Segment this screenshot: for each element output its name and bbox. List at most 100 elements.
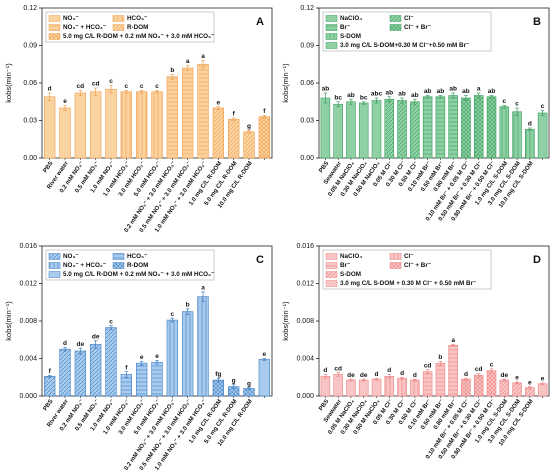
error-bar bbox=[78, 347, 83, 355]
bar bbox=[525, 128, 535, 159]
significance-letter: e bbox=[541, 376, 545, 383]
significance-letter: e bbox=[263, 351, 267, 358]
significance-letter: c bbox=[109, 78, 113, 85]
error-bar bbox=[109, 325, 113, 330]
significance-letter: cd bbox=[92, 81, 100, 88]
significance-letter: ab bbox=[437, 88, 445, 95]
bar bbox=[384, 98, 395, 159]
bar bbox=[346, 101, 356, 159]
significance-letter: d bbox=[400, 370, 404, 377]
bar bbox=[166, 319, 178, 397]
bar bbox=[358, 379, 369, 397]
error-bar bbox=[124, 90, 129, 94]
error-bar bbox=[185, 308, 190, 315]
significance-letter: c bbox=[490, 362, 494, 369]
legend-label: Br⁻ bbox=[340, 262, 350, 269]
bar bbox=[422, 371, 433, 397]
significance-letter: f bbox=[263, 108, 266, 115]
bar bbox=[136, 91, 148, 159]
bar bbox=[105, 88, 117, 159]
bar bbox=[371, 378, 382, 397]
y-tick-label: 0.016 bbox=[296, 243, 314, 250]
legend-label: HCO₃⁻ bbox=[127, 15, 147, 22]
error-bar bbox=[216, 106, 221, 110]
significance-letter: ab bbox=[449, 86, 457, 93]
bar bbox=[486, 96, 497, 159]
error-bar bbox=[155, 360, 159, 365]
legend-swatch bbox=[112, 15, 125, 22]
error-bar bbox=[201, 60, 205, 69]
y-tick-label: 0.008 bbox=[296, 318, 314, 325]
legend-label: Cl⁻ + Br⁻ bbox=[404, 262, 431, 269]
significance-letter: bc bbox=[334, 94, 342, 101]
legend-swatch bbox=[325, 253, 338, 260]
y-tick-label: 0.09 bbox=[23, 42, 37, 49]
legend-swatch bbox=[325, 280, 338, 287]
significance-letter: f bbox=[233, 111, 236, 118]
legend-label: NaClO₄ bbox=[340, 253, 362, 260]
significance-letter: ab bbox=[424, 88, 432, 95]
error-bar bbox=[231, 117, 236, 121]
error-bar bbox=[155, 90, 159, 94]
bar bbox=[166, 76, 178, 159]
bar bbox=[182, 67, 194, 159]
significance-letter: c bbox=[125, 83, 129, 90]
panel-label: D bbox=[533, 254, 541, 266]
legend-box bbox=[322, 11, 492, 52]
significance-letter: de bbox=[92, 333, 100, 340]
error-bar bbox=[323, 374, 328, 379]
error-bar bbox=[374, 97, 379, 104]
y-tick-label: 0.00 bbox=[23, 155, 37, 162]
y-tick-label: 0.06 bbox=[300, 80, 314, 87]
error-bar bbox=[515, 381, 519, 385]
significance-letter: abc bbox=[371, 91, 383, 98]
error-bar bbox=[438, 95, 443, 99]
significance-letter: fg bbox=[215, 371, 221, 378]
bar bbox=[448, 345, 458, 397]
error-bar bbox=[323, 92, 328, 104]
bar bbox=[59, 107, 71, 159]
y-axis-label: kobs(min⁻¹) bbox=[4, 63, 13, 103]
bar bbox=[258, 116, 271, 159]
significance-letter: ab bbox=[411, 92, 419, 99]
bar bbox=[435, 362, 446, 397]
significance-letter: c bbox=[109, 318, 113, 325]
legend-label: 3.0 mg C/L S-DOM+0.30 M Cl⁻+0.50 mM Br⁻ bbox=[340, 42, 469, 49]
legend-label: R-DOM bbox=[127, 262, 148, 269]
error-bar bbox=[387, 96, 392, 103]
y-tick-label: 0.06 bbox=[23, 80, 37, 87]
bar bbox=[397, 100, 407, 159]
bar bbox=[358, 102, 369, 159]
error-bar bbox=[515, 107, 519, 116]
significance-letter: ab bbox=[385, 89, 393, 96]
legend-swatch bbox=[48, 262, 61, 269]
legend-label: R-DOM bbox=[127, 24, 148, 31]
bar bbox=[537, 383, 548, 397]
error-bar bbox=[489, 95, 494, 99]
error-bar bbox=[413, 98, 417, 105]
bar bbox=[384, 376, 395, 397]
legend-swatch bbox=[389, 24, 402, 31]
error-bar bbox=[170, 317, 175, 323]
x-tick-label: PBS bbox=[43, 161, 55, 175]
error-bar bbox=[47, 92, 52, 101]
legend-label: 5.0 mg C/L R-DOM + 0.2 mM NO₃⁻ + 3.0 mM … bbox=[63, 271, 214, 278]
y-tick-label: 0.00 bbox=[300, 155, 314, 162]
significance-letter: c bbox=[155, 83, 159, 90]
significance-letter: cd bbox=[334, 365, 342, 372]
y-tick-label: 0.016 bbox=[19, 243, 37, 250]
bar bbox=[90, 344, 102, 397]
significance-letter: e bbox=[528, 379, 532, 386]
error-bar bbox=[139, 360, 144, 366]
legend-box bbox=[45, 249, 215, 281]
error-bar bbox=[451, 92, 455, 99]
bar bbox=[212, 107, 224, 159]
legend-swatch bbox=[389, 15, 402, 22]
bar bbox=[212, 379, 224, 397]
significance-letter: d bbox=[63, 340, 67, 347]
y-axis-label: kobs(min⁻¹) bbox=[281, 63, 290, 103]
bar bbox=[151, 91, 163, 159]
error-bar bbox=[216, 377, 221, 383]
y-tick-label: 0.008 bbox=[19, 318, 37, 325]
